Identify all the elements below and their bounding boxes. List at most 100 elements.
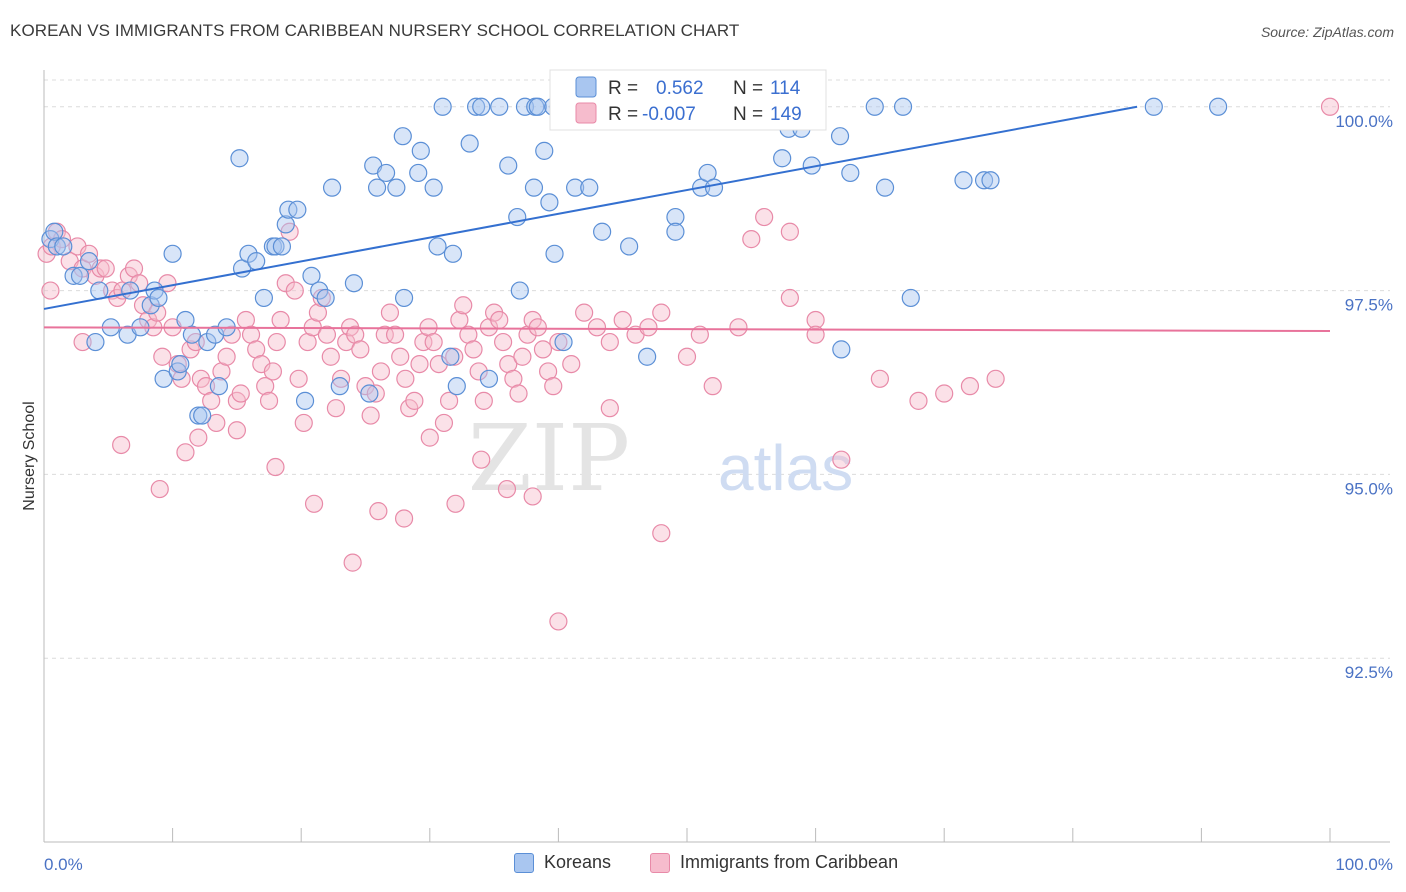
caribbean-point	[729, 318, 748, 337]
stats-r-label-caribbean: R =	[608, 104, 638, 125]
korean-point	[666, 207, 685, 227]
korean-point	[433, 97, 452, 116]
korean-point	[149, 288, 168, 308]
korean-point	[239, 244, 258, 263]
caribbean-point	[112, 435, 131, 455]
caribbean-point	[613, 310, 632, 330]
grid-lines	[44, 79, 1390, 659]
caribbean-point	[652, 524, 671, 543]
caribbean-point	[148, 303, 167, 322]
axes	[43, 70, 1390, 843]
korean-point	[322, 178, 342, 197]
caribbean-point	[331, 369, 351, 388]
legend-item-koreans[interactable]: Koreans	[514, 852, 611, 873]
watermark: ZIP atlas	[468, 405, 853, 512]
korean-point	[535, 141, 554, 160]
caribbean-point	[549, 612, 568, 631]
caribbean-point	[472, 450, 491, 469]
caribbean-point	[600, 399, 619, 418]
caribbean-point	[267, 332, 286, 352]
korean-point	[64, 266, 83, 285]
korean-point	[580, 178, 599, 197]
caribbean-point	[394, 509, 414, 528]
korean-point	[79, 252, 99, 271]
y-tick-label: 95.0%	[1345, 479, 1393, 498]
caribbean-point	[380, 303, 400, 322]
caribbean-point	[420, 428, 439, 447]
korean-point	[141, 296, 160, 315]
korean-point	[411, 141, 430, 160]
korean-point	[865, 97, 884, 116]
caribbean-point	[935, 384, 954, 403]
korean-point	[773, 149, 792, 168]
caribbean-point	[410, 354, 429, 374]
caribbean-point	[832, 450, 851, 469]
caribbean-point	[189, 428, 208, 447]
korean-point	[620, 237, 639, 256]
korean-point	[330, 377, 349, 396]
caribbean-point	[677, 347, 697, 366]
stats-n-value-caribbean: 149	[770, 104, 802, 125]
y-tick-label: 92.5%	[1345, 663, 1393, 682]
korean-point	[394, 288, 414, 308]
korean-point	[638, 347, 657, 366]
source-label: Source: ZipAtlas.com	[1260, 24, 1394, 40]
caribbean-point	[304, 494, 324, 513]
caribbean-point	[405, 391, 424, 410]
caribbean-point	[439, 391, 459, 410]
caribbean-point	[742, 230, 761, 249]
korean-point	[302, 266, 321, 285]
korean-point	[209, 377, 228, 396]
watermark-zip: ZIP	[468, 405, 630, 512]
caribbean-point	[150, 479, 169, 499]
korean-point	[163, 244, 182, 263]
caribbean-point	[369, 502, 388, 521]
caribbean-point	[870, 369, 890, 388]
y-axis-label: Nursery School	[21, 401, 38, 510]
stats-swatch-koreans	[575, 76, 597, 98]
korean-point	[460, 134, 479, 153]
korean-point	[121, 281, 140, 300]
korean-point	[472, 97, 491, 116]
caribbean-point	[308, 303, 328, 322]
korean-point	[540, 193, 559, 212]
legend-label-caribbean: Immigrants from Caribbean	[680, 852, 899, 872]
caribbean-point	[176, 443, 195, 462]
korean-point	[70, 266, 90, 285]
caribbean-point	[464, 340, 483, 359]
caribbean-point	[424, 332, 443, 352]
caribbean-point	[396, 369, 415, 388]
caribbean-point	[385, 325, 405, 344]
stats-r-value-koreans: 0.562	[656, 78, 704, 99]
caribbean-trend-line	[43, 326, 1331, 333]
caribbean-point	[227, 421, 246, 440]
caribbean-point	[79, 244, 99, 263]
caribbean-point	[562, 354, 581, 374]
korean-point	[230, 149, 249, 168]
legend-item-caribbean[interactable]: Immigrants from Caribbean	[650, 852, 898, 873]
korean-point	[171, 354, 190, 374]
caribbean-point	[73, 332, 92, 352]
watermark-atlas: atlas	[718, 432, 853, 504]
korean-point	[247, 252, 266, 271]
korean-point	[276, 215, 295, 234]
korean-point	[182, 325, 201, 344]
caribbean-point	[755, 207, 774, 227]
x-tick-label-end: 100.0%	[1335, 855, 1393, 874]
korean-point	[566, 178, 585, 197]
korean-point	[295, 391, 315, 410]
korean-point	[704, 178, 724, 197]
korean-point	[45, 222, 64, 241]
caribbean-point	[271, 310, 290, 330]
korean-point	[47, 237, 66, 256]
korean-point	[554, 332, 573, 352]
caribbean-point	[986, 369, 1005, 388]
y-tick-label: 100.0%	[1335, 112, 1393, 131]
caribbean-point	[600, 332, 619, 352]
caribbean-point	[289, 369, 308, 388]
korean-point	[168, 362, 187, 381]
stats-r-value-caribbean: -0.007	[642, 104, 696, 125]
legend-swatch-caribbean	[650, 852, 670, 873]
korean-point	[86, 332, 105, 352]
